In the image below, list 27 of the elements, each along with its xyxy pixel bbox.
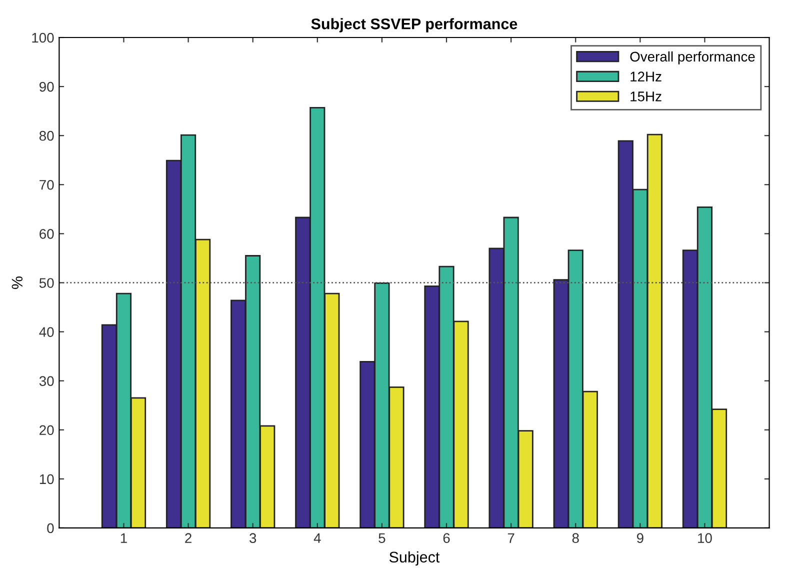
x-tick-label: 7 [508,533,514,543]
y-tick-label: 80 [39,130,54,141]
x-tick-label: 6 [443,533,450,544]
legend-label: 12Hz [630,72,662,82]
y-tick-label: 50 [39,278,54,288]
legend-label: Overall performance [630,51,755,64]
y-tick-label: 20 [40,425,54,436]
y-tick-label: 70 [40,180,54,190]
y-axis-title: % [12,276,23,289]
y-tick-label: 30 [39,376,54,386]
x-tick-label: 1 [120,533,127,543]
chart-title: Subject SSVEP performance [311,18,518,32]
x-axis-title: Subject [389,551,440,566]
x-tick-label: 8 [572,533,579,544]
y-tick-label: 90 [40,82,54,92]
x-tick-label: 5 [378,533,386,544]
x-tick-label: 2 [185,533,192,543]
y-tick-label: 10 [40,474,54,484]
x-tick-label: 3 [250,533,256,544]
y-tick-label: 40 [39,327,54,337]
y-tick-label: 0 [47,523,54,534]
y-tick-label: 100 [32,32,54,43]
x-tick-label: 9 [636,533,644,544]
x-tick-label: 4 [314,533,321,543]
y-tick-label: 60 [40,229,54,239]
legend-label: 15Hz [630,92,662,102]
x-tick-label: 10 [698,533,712,544]
